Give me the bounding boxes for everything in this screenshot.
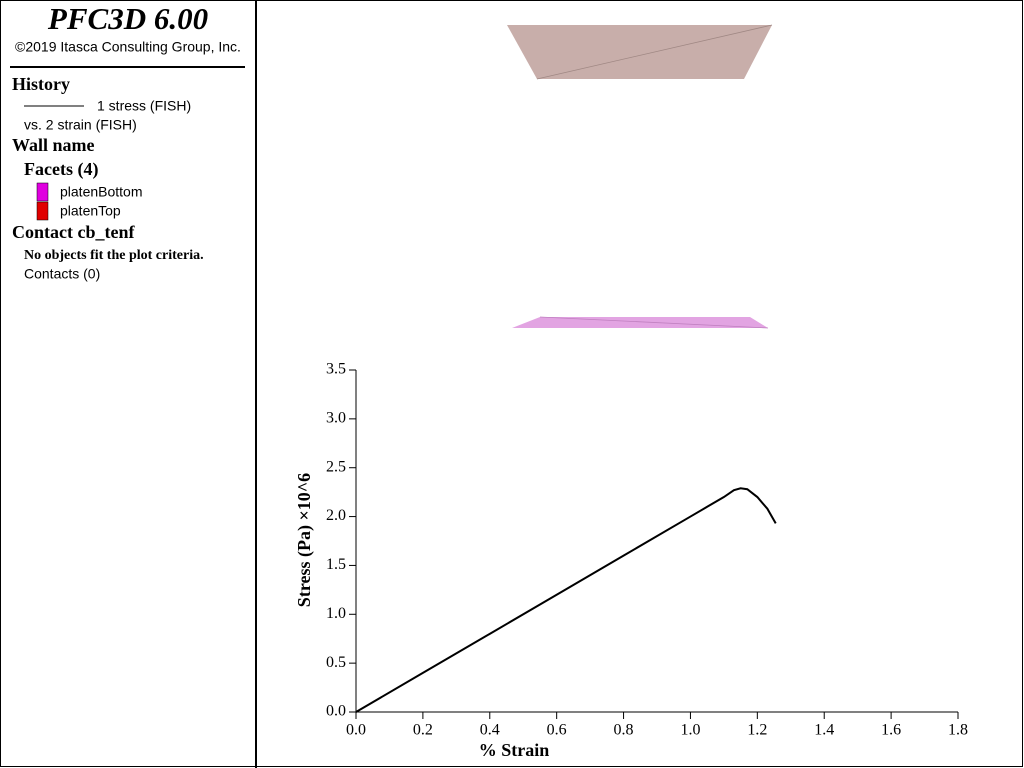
y-tick-label: 3.5: [326, 361, 346, 378]
y-axis-label: Stress (Pa) ×10^6: [294, 473, 315, 607]
x-tick-label: 0.8: [614, 722, 634, 739]
facet-label: platenBottom: [60, 184, 143, 200]
facet-swatch: [36, 201, 49, 221]
wall-heading: Wall name: [12, 135, 95, 155]
facet-swatch: [36, 182, 49, 202]
facets-heading: Facets (4): [24, 159, 98, 180]
contact-note: No objects fit the plot criteria.: [24, 248, 204, 263]
x-tick-label: 0.0: [346, 722, 366, 739]
x-tick-label: 0.4: [480, 722, 500, 739]
wall-top: [507, 25, 772, 79]
y-tick-label: 0.0: [326, 703, 346, 720]
y-tick-label: 3.0: [326, 410, 346, 427]
facet-edge: [539, 316, 769, 329]
x-tick-label: 1.4: [814, 722, 834, 739]
x-tick-label: 1.8: [948, 722, 968, 739]
x-tick-label: 0.2: [413, 722, 433, 739]
y-tick-label: 2.0: [326, 507, 346, 524]
x-tick-label: 1.6: [881, 722, 901, 739]
y-tick-label: 2.5: [326, 458, 346, 475]
app-title: PFC3D 6.00: [47, 1, 208, 36]
contacts-count: Contacts (0): [24, 266, 100, 282]
history-heading: History: [12, 74, 70, 94]
x-tick-label: 1.0: [680, 722, 700, 739]
y-tick-label: 1.5: [326, 556, 346, 573]
y-tick-label: 1.0: [326, 605, 346, 622]
copyright: ©2019 Itasca Consulting Group, Inc.: [15, 39, 241, 55]
facet-label: platenTop: [60, 203, 121, 219]
contact-heading: Contact cb_tenf: [12, 222, 135, 242]
x-tick-label: 0.6: [547, 722, 567, 739]
y-tick-label: 0.5: [326, 654, 346, 671]
x-tick-label: 1.2: [747, 722, 767, 739]
x-axis-label: % Strain: [479, 740, 550, 760]
facet-edge: [536, 24, 773, 80]
legend-label: 1 stress (FISH): [97, 98, 191, 114]
history-vs: vs. 2 strain (FISH): [24, 117, 137, 133]
data-line: [355, 487, 777, 713]
